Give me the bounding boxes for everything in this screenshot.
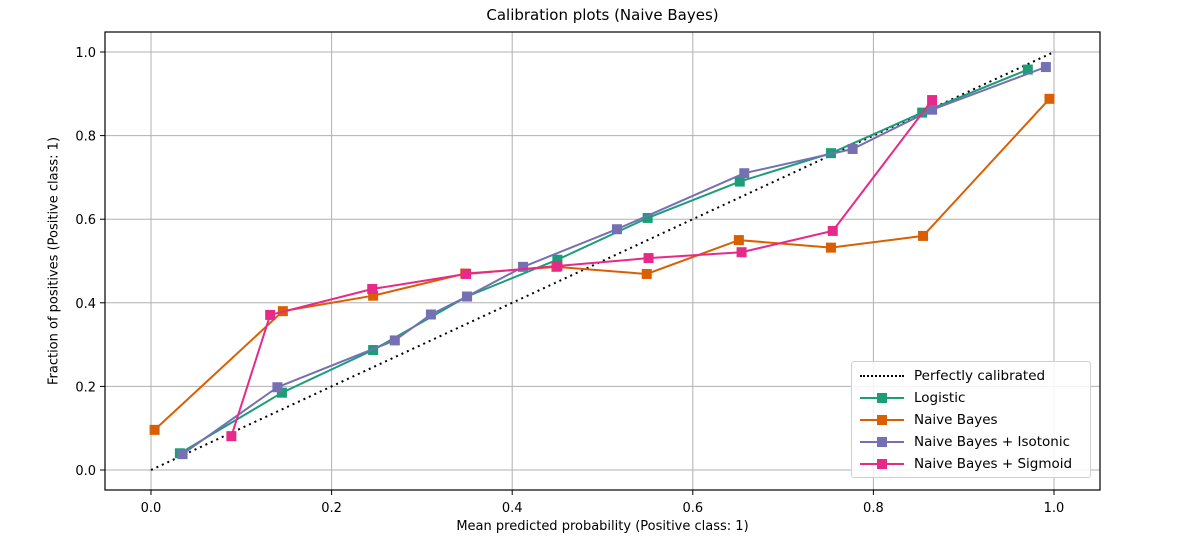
data-point-naive-bayes-sigmoid	[265, 309, 276, 320]
data-point-naive-bayes	[733, 235, 744, 246]
data-point-naive-bayes-isotonic	[518, 261, 529, 272]
line-square-marker-icon	[860, 388, 904, 408]
data-point-naive-bayes-isotonic	[389, 335, 400, 346]
data-point-naive-bayes	[918, 230, 929, 241]
data-point-naive-bayes-sigmoid	[827, 225, 838, 236]
data-point-naive-bayes-isotonic	[611, 224, 622, 235]
data-point-naive-bayes-isotonic	[1040, 62, 1051, 73]
dotted-line-icon	[860, 366, 904, 386]
x-tick-label: 0.6	[682, 501, 703, 516]
data-point-logistic	[552, 254, 563, 265]
series-line-naive-bayes	[153, 98, 1051, 431]
line-square-marker-icon	[860, 432, 904, 452]
legend-label: Naive Bayes + Isotonic	[914, 434, 1071, 450]
data-point-logistic	[276, 387, 287, 398]
series-line-logistic	[179, 68, 1029, 455]
data-point-logistic	[734, 176, 745, 187]
legend-item-logistic: Logistic	[852, 388, 965, 408]
data-point-naive-bayes-isotonic	[927, 104, 938, 115]
axes-frame	[104, 31, 1101, 491]
y-axis-label: Fraction of positives (Positive class: 1…	[46, 136, 62, 386]
data-point-naive-bayes	[149, 424, 160, 435]
y-tick-label: 1.0	[75, 46, 96, 61]
x-tick-label: 0.0	[141, 501, 162, 516]
line-square-marker-icon	[860, 410, 904, 430]
legend-label: Perfectly calibrated	[914, 368, 1046, 384]
data-point-naive-bayes	[368, 290, 379, 301]
data-point-naive-bayes-sigmoid	[226, 431, 237, 442]
legend-item-perfectly-calibrated: Perfectly calibrated	[852, 366, 1045, 386]
y-tick-label: 0.6	[75, 213, 96, 228]
x-tick-label: 1.0	[1044, 501, 1065, 516]
x-tick-label: 0.8	[863, 501, 884, 516]
legend-item-naive-bayes-sigmoid: Naive Bayes + Sigmoid	[852, 454, 1072, 474]
chart-legend: Perfectly calibrated Logistic Naive Baye…	[851, 361, 1091, 478]
chart-title: Calibration plots (Naive Bayes)	[486, 6, 719, 24]
data-point-naive-bayes-isotonic	[272, 382, 283, 393]
data-point-naive-bayes-sigmoid	[927, 95, 938, 106]
data-point-naive-bayes-isotonic	[425, 309, 436, 320]
y-tick-label: 0.4	[75, 297, 96, 312]
data-point-logistic	[642, 212, 653, 223]
y-tick-label: 0.8	[75, 130, 96, 145]
data-point-naive-bayes-sigmoid	[552, 261, 563, 272]
data-point-naive-bayes-isotonic	[177, 449, 188, 460]
y-tick-label: 0.0	[75, 464, 96, 479]
legend-item-naive-bayes-isotonic: Naive Bayes + Isotonic	[852, 432, 1070, 452]
legend-label: Naive Bayes	[914, 412, 998, 428]
data-point-naive-bayes-isotonic	[739, 168, 750, 179]
x-tick-label: 0.4	[502, 501, 523, 516]
data-point-naive-bayes	[1044, 93, 1055, 104]
data-point-naive-bayes-isotonic	[847, 143, 858, 154]
x-tick-label: 0.2	[321, 501, 342, 516]
legend-label: Logistic	[914, 390, 966, 406]
data-point-naive-bayes-sigmoid	[643, 253, 654, 264]
y-tick-label: 0.2	[75, 380, 96, 395]
data-point-logistic	[1022, 64, 1033, 75]
data-point-naive-bayes	[641, 268, 652, 279]
data-point-naive-bayes-sigmoid	[461, 268, 472, 279]
data-point-naive-bayes-isotonic	[462, 291, 473, 302]
data-point-naive-bayes-sigmoid	[367, 284, 378, 295]
data-point-naive-bayes	[825, 242, 836, 253]
line-square-marker-icon	[860, 454, 904, 474]
x-axis-label: Mean predicted probability (Positive cla…	[456, 519, 749, 534]
legend-item-naive-bayes: Naive Bayes	[852, 410, 998, 430]
legend-label: Naive Bayes + Sigmoid	[914, 456, 1073, 472]
data-point-naive-bayes-sigmoid	[736, 247, 747, 258]
